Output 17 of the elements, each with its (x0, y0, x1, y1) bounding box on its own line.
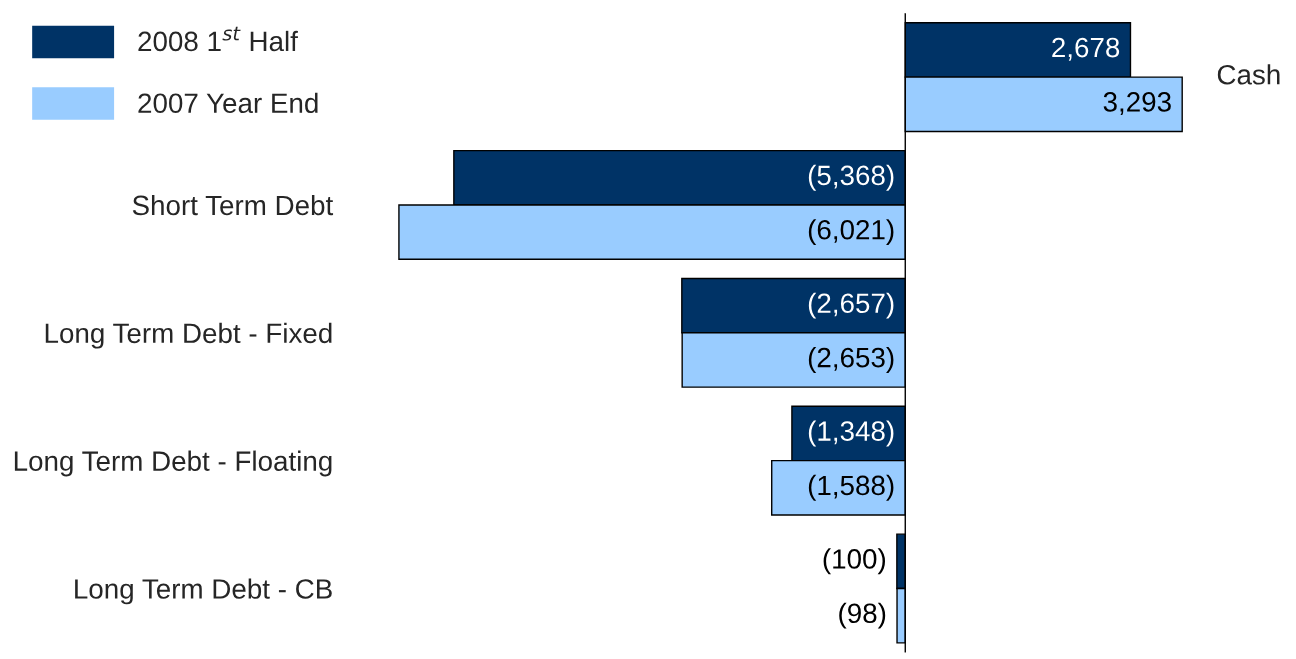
data-label: (2,657) (808, 292, 894, 319)
y-tick-label: Long Term Debt - Floating (14, 450, 332, 477)
data-label: (98) (839, 602, 886, 629)
y-tick-label: Cash (1217, 64, 1280, 85)
data-label: (1,348) (808, 420, 894, 447)
data-label: (1,588) (808, 474, 894, 501)
data-label: (5,368) (808, 164, 894, 191)
data-label: (100) (823, 548, 886, 575)
legend-label: 2008 1$^{st}$ Half (138, 26, 298, 52)
data-label: (2,653) (808, 347, 894, 373)
y-tick-label: Long Term Debt - Fixed (45, 322, 332, 349)
legend-label: 2007 Year End (138, 92, 318, 114)
data-label: 3,293 (1103, 92, 1171, 116)
y-tick-label: Long Term Debt - CB (75, 578, 332, 605)
y-tick-label: Short Term Debt (132, 194, 334, 216)
data-label: 2,678 (1052, 37, 1120, 61)
data-label: (6,021) (808, 219, 894, 246)
